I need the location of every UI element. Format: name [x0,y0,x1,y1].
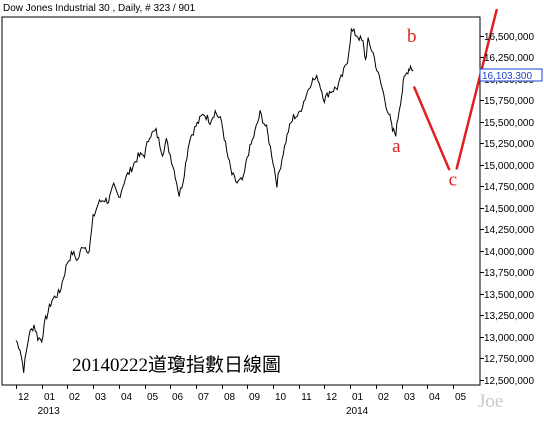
plot-border [1,16,481,386]
x-year-label: 2013 [38,406,61,417]
wave-projection [413,8,498,171]
x-tick-label: 03 [404,392,416,403]
x-tick-label: 10 [275,392,287,403]
x-axis-labels: 12 01 02 03 04 05 06 07 08 09 10 11 12 01 02 03 04 05 2013… [18,392,467,417]
y-tick-label: 15,500,000 [484,118,534,129]
y-tick-label: 16,250,000 [484,53,534,64]
x-tick-label: 07 [198,392,210,403]
price-series [15,27,414,373]
y-tick-label: 13,000,000 [484,333,534,344]
last-price-label: 16,103.300 [482,71,532,82]
x-tick-label: 08 [224,392,236,403]
wave-labels: b a c [392,26,457,191]
last-price-box-border [479,68,543,82]
wave-label-b: b [407,26,417,47]
price-line [15,27,414,373]
x-tick-label: 09 [249,392,261,403]
y-tick-label: 12,750,000 [484,354,534,365]
y-tick-label: 16,500,000 [484,32,534,43]
wave-label-c: c [449,170,457,191]
x-tick-label: 04 [429,392,441,403]
x-tick-label: 03 [95,392,107,403]
y-tick-label: 13,750,000 [484,268,534,279]
y-tick-label: 14,500,000 [484,204,534,215]
x-tick-label: 02 [378,392,390,403]
x-tick-label: 12 [326,392,338,403]
x-tick-label: 04 [121,392,133,403]
x-tick-label: 12 [18,392,30,403]
chart-frame [1,16,481,386]
x-tick-label: 02 [69,392,81,403]
watermark: Joe [478,391,503,412]
projection-leg [413,86,451,171]
y-tick-label: 15,750,000 [484,96,534,107]
last-price-box: 16,103.300 [479,68,543,82]
y-tick-label: 12,500,000 [484,376,534,387]
y-axis-labels: 12,500,000 12,750,000 13,000,000 13,250,000… [484,32,534,387]
y-tick-label: 13,250,000 [484,311,534,322]
y-tick-label: 14,000,000 [484,247,534,258]
x-tick-label: 05 [455,392,467,403]
y-tick-label: 15,000,000 [484,161,534,172]
y-tick-label: 15,250,000 [484,139,534,150]
projection-leg [455,8,498,170]
x-year-label: 2014 [346,406,369,417]
wave-label-a: a [392,136,401,157]
x-tick-label: 01 [44,392,56,403]
y-tick-label: 14,250,000 [484,225,534,236]
chart-title: Dow Jones Industrial 30 , Daily, # 323 /… [3,3,196,14]
chart-caption: 20140222道瓊指數日線圖 [72,354,281,376]
x-tick-label: 01 [352,392,364,403]
x-tick-label: 11 [301,392,312,403]
x-tick-label: 05 [147,392,159,403]
x-tick-label: 06 [172,392,184,403]
axis-ticks [16,36,484,389]
y-tick-label: 13,500,000 [484,290,534,301]
y-tick-label: 14,750,000 [484,182,534,193]
